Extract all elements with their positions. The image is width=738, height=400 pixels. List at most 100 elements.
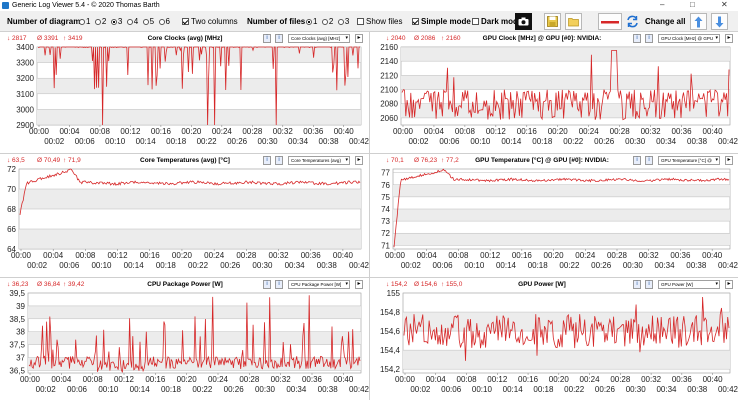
camera-icon[interactable] [515, 13, 532, 30]
info-icon[interactable]: i [645, 280, 653, 289]
line-color-icon[interactable] [598, 13, 622, 30]
grid-band [28, 357, 361, 371]
x-tick-label: 00:20 [172, 251, 193, 260]
info-icon[interactable]: i [633, 156, 641, 165]
x-tick-label: 00:22 [563, 137, 584, 146]
minimize-button[interactable]: – [660, 0, 665, 9]
expand-icon[interactable]: ▸ [725, 156, 733, 165]
info-icon[interactable]: i [263, 156, 271, 165]
series-select[interactable]: GPU Temperature [°C] @ ▾ [658, 156, 720, 165]
x-tick-label: 00:38 [686, 261, 707, 270]
x-tick-label: 00:08 [83, 375, 104, 384]
y-tick-label: 64 [7, 245, 16, 254]
x-tick-label: 00:36 [303, 127, 324, 136]
x-tick-label: 00:32 [271, 375, 292, 384]
folder-icon[interactable] [565, 13, 582, 30]
x-tick-label: 00:42 [349, 137, 370, 146]
info-icon[interactable]: i [633, 34, 641, 43]
info-icon[interactable]: i [263, 34, 271, 43]
y-tick-label: 3200 [16, 74, 34, 83]
stat-min: ↓ 2040 [386, 35, 406, 42]
close-button[interactable]: ✕ [721, 0, 728, 9]
info-icon[interactable]: i [645, 34, 653, 43]
x-tick-label: 00:38 [687, 385, 708, 394]
x-tick-label: 00:12 [486, 127, 507, 136]
x-tick-label: 00:22 [192, 385, 213, 394]
info-icon[interactable]: i [633, 280, 641, 289]
y-tick-label: 39 [16, 302, 25, 311]
file-radio-1[interactable]: 1 [306, 17, 317, 26]
info-icon[interactable]: i [275, 156, 283, 165]
refresh-icon[interactable] [624, 13, 641, 30]
info-icon[interactable]: i [645, 156, 653, 165]
y-tick-label: 3300 [16, 59, 34, 68]
x-tick-label: 00:40 [703, 127, 724, 136]
x-tick-label: 00:08 [448, 251, 469, 260]
chart-title: Core Temperatures (avg) [°C] [140, 157, 230, 164]
x-tick-label: 00:00 [393, 127, 414, 136]
arrow-down-icon[interactable] [711, 13, 728, 30]
series-select[interactable]: CPU Package Power [W] ▾ [288, 280, 350, 289]
chevron-down-icon: ▾ [345, 157, 348, 163]
x-tick-label: 00:22 [197, 137, 218, 146]
x-tick-label: 00:42 [718, 385, 738, 394]
save-icon[interactable] [544, 13, 561, 30]
series-select[interactable]: Core Temperatures (avg) ▾ [288, 156, 350, 165]
expand-icon[interactable]: ▸ [355, 156, 363, 165]
diagram-radio-5[interactable]: 5 [142, 17, 154, 26]
x-tick-label: 00:16 [151, 127, 172, 136]
x-tick-label: 00:12 [487, 375, 508, 384]
diagram-radio-group: 1 2 3 4 5 6 [79, 11, 170, 32]
x-tick-label: 00:02 [44, 137, 65, 146]
x-tick-label: 00:36 [301, 251, 322, 260]
diagram-radio-4[interactable]: 4 [126, 17, 138, 26]
expand-icon[interactable]: ▸ [355, 34, 363, 43]
file-radio-3[interactable]: 3 [337, 17, 349, 26]
series-select[interactable]: GPU Clock [MHz] @ GPU ▾ [658, 34, 720, 43]
maximize-button[interactable]: □ [690, 0, 695, 9]
expand-icon[interactable]: ▸ [725, 280, 733, 289]
dark-mode-checkbox[interactable]: Dark mod [472, 11, 518, 32]
two-columns-checkbox[interactable]: Two columns [182, 11, 238, 32]
x-tick-label: 00:30 [255, 385, 276, 394]
diagram-radio-1[interactable]: 1 [79, 17, 90, 26]
info-icon[interactable]: i [263, 280, 271, 289]
x-tick-label: 00:14 [124, 261, 145, 270]
x-tick-label: 00:00 [385, 251, 406, 260]
grid-band [393, 209, 730, 222]
arrow-up-icon[interactable] [690, 13, 707, 30]
x-tick-label: 00:08 [75, 251, 96, 260]
show-files-checkbox[interactable]: Show files [357, 11, 402, 32]
x-tick-label: 00:12 [114, 375, 135, 384]
x-tick-label: 00:18 [156, 261, 177, 270]
y-tick-label: 37,5 [9, 341, 25, 350]
info-icon[interactable]: i [275, 34, 283, 43]
x-tick-label: 00:04 [426, 375, 447, 384]
info-icon[interactable]: i [275, 280, 283, 289]
file-radio-group: 1 2 3 [306, 11, 349, 32]
x-tick-label: 00:12 [108, 251, 129, 260]
x-tick-label: 00:38 [687, 137, 708, 146]
file-radio-2[interactable]: 2 [321, 17, 333, 26]
x-tick-label: 00:06 [59, 261, 80, 270]
simple-mode-checkbox[interactable]: Simple mode [412, 11, 471, 32]
change-all-label: Change all [645, 17, 686, 26]
series-select[interactable]: Core Clocks (avg) [MHz] ▾ [288, 34, 350, 43]
diagram-radio-3[interactable]: 3 [110, 17, 122, 26]
series-select[interactable]: GPU Power [W] ▾ [658, 280, 720, 289]
x-tick-label: 00:00 [29, 127, 50, 136]
stat-avg: Ø 2086 [414, 35, 436, 42]
expand-icon[interactable]: ▸ [355, 280, 363, 289]
x-tick-label: 00:30 [252, 261, 273, 270]
chart-panel: ↓ 36,23 Ø 36,84 ↑ 39,42 CPU Package Power [… [0, 278, 370, 400]
x-tick-label: 00:18 [161, 385, 182, 394]
expand-icon[interactable]: ▸ [725, 34, 733, 43]
diagram-radio-6[interactable]: 6 [158, 17, 170, 26]
diagram-radio-2[interactable]: 2 [94, 17, 106, 26]
